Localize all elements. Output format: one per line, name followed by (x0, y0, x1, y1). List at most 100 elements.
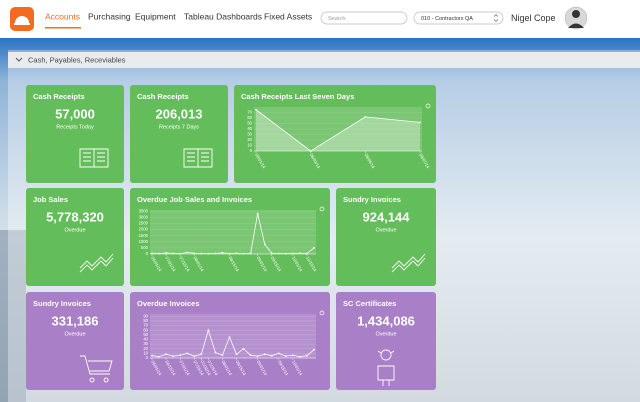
point (299, 252, 301, 255)
plot-bg (150, 314, 316, 358)
point (249, 354, 252, 357)
tile-title: Cash Receipts Last Seven Days (241, 92, 354, 101)
nav-item[interactable]: Tableau Dashboards (184, 11, 262, 21)
tile[interactable]: Sundry Invoices 924,144 Overdue (336, 188, 436, 286)
point (419, 121, 421, 124)
point (207, 329, 210, 332)
y-tick-label: 40 (143, 337, 148, 342)
point (172, 355, 175, 358)
tile-value: 206,013 (156, 106, 203, 121)
nav-item[interactable]: Accounts (45, 11, 80, 21)
nav-item[interactable]: Purchasing (88, 11, 131, 21)
tile-title: SC Certificates (343, 299, 396, 308)
y-tick-label: 10 (247, 143, 252, 148)
icon-trend (391, 253, 426, 273)
point (242, 347, 245, 350)
point (151, 354, 153, 357)
point (313, 246, 315, 249)
logo-mark (14, 16, 30, 25)
point (255, 108, 257, 111)
y-tick-label: 60 (247, 115, 252, 120)
point (193, 355, 196, 358)
y-tick-label: 30 (143, 341, 148, 346)
tile-title: Sundry Invoices (343, 195, 401, 204)
y-tick-label: 90 (143, 313, 148, 318)
top-bar (0, 0, 640, 38)
nav-active-underline (45, 27, 81, 29)
point (200, 353, 203, 356)
tile-value: 1,434,086 (357, 313, 415, 328)
y-tick-label: 50 (143, 332, 148, 337)
tile-value: 924,144 (363, 209, 411, 224)
y-tick-label: 30 (247, 132, 252, 137)
line (151, 328, 315, 358)
point (193, 252, 196, 255)
point (284, 252, 287, 255)
tile[interactable]: SC Certificates 1,434,086 Overdue (336, 292, 436, 390)
y-tick-label: 10 (143, 350, 148, 355)
search-box[interactable] (320, 11, 408, 25)
panel-title: Cash, Payables, Receviables (28, 55, 126, 64)
chart-settings (319, 206, 325, 212)
point (179, 252, 182, 255)
point (270, 252, 273, 255)
point (214, 351, 217, 354)
tile-value: 57,000 (55, 106, 95, 121)
point (291, 354, 294, 357)
point (221, 354, 224, 357)
point (364, 116, 367, 118)
y-tick-label: 40 (247, 126, 252, 131)
point (235, 252, 238, 255)
nav-item[interactable]: Equipment (135, 11, 176, 21)
chevron[interactable] (15, 57, 23, 62)
point (186, 251, 189, 254)
point (299, 355, 301, 358)
point (235, 353, 238, 356)
nav: Accounts Purchasing Equipment Tableau Dashb… (45, 11, 312, 29)
y-tick-label: 0 (250, 148, 253, 153)
tile-title: Overdue Invoices (137, 299, 200, 308)
y-tick-label: 500 (141, 245, 149, 250)
point (306, 354, 308, 357)
point (263, 353, 266, 356)
company-name: 010 - Contractors QA (421, 16, 473, 22)
company-select[interactable] (413, 11, 504, 25)
tile[interactable]: Overdue Invoices010203040506070809006/01… (130, 292, 330, 390)
icon-book (183, 148, 213, 168)
plot-bg (150, 210, 316, 254)
tile-bg (130, 292, 330, 390)
user-name[interactable]: Nigel Cope (511, 13, 556, 23)
point (228, 336, 231, 339)
y-tick-label: 1500 (139, 233, 149, 238)
panel-header[interactable] (8, 52, 640, 68)
tile-bg (26, 188, 124, 286)
point (277, 352, 280, 355)
tile-title: Cash Receipts (137, 92, 189, 101)
tile[interactable]: Job Sales 5,778,320 Overdue (26, 188, 124, 286)
tile[interactable]: Cash Receipts Last Seven Days 01020304050… (234, 85, 436, 183)
line (255, 109, 421, 152)
tile-bg (234, 85, 436, 183)
point (263, 243, 266, 246)
point (158, 355, 160, 358)
y-tick-label: 2500 (139, 221, 149, 226)
tile-bg (26, 292, 124, 390)
tile[interactable]: Cash Receipts 57,000 Receipts Today (26, 85, 124, 183)
chart-settings (319, 310, 325, 316)
point (284, 355, 287, 358)
nav-item[interactable]: Fixed Assets (264, 11, 312, 21)
tile-title: Sundry Invoices (33, 299, 91, 308)
area-fill (256, 109, 420, 151)
tile-caption: Overdue (64, 227, 85, 233)
tile-caption: Overdue (375, 331, 396, 337)
tile[interactable]: Sundry Invoices 331,186 Overdue (26, 292, 124, 390)
icon-book (79, 148, 109, 168)
tile[interactable]: Cash Receipts 206,013 Receipts 7 Days (130, 85, 228, 183)
tile[interactable]: Overdue Job Sales and Invoices 0500100015… (130, 188, 330, 286)
point (151, 252, 153, 255)
point (256, 355, 259, 358)
icon-person (377, 349, 395, 386)
tile-title: Cash Receipts (33, 92, 85, 101)
tile-caption: Receipts Today (56, 124, 94, 130)
y-tick-label: 3500 (139, 208, 149, 213)
